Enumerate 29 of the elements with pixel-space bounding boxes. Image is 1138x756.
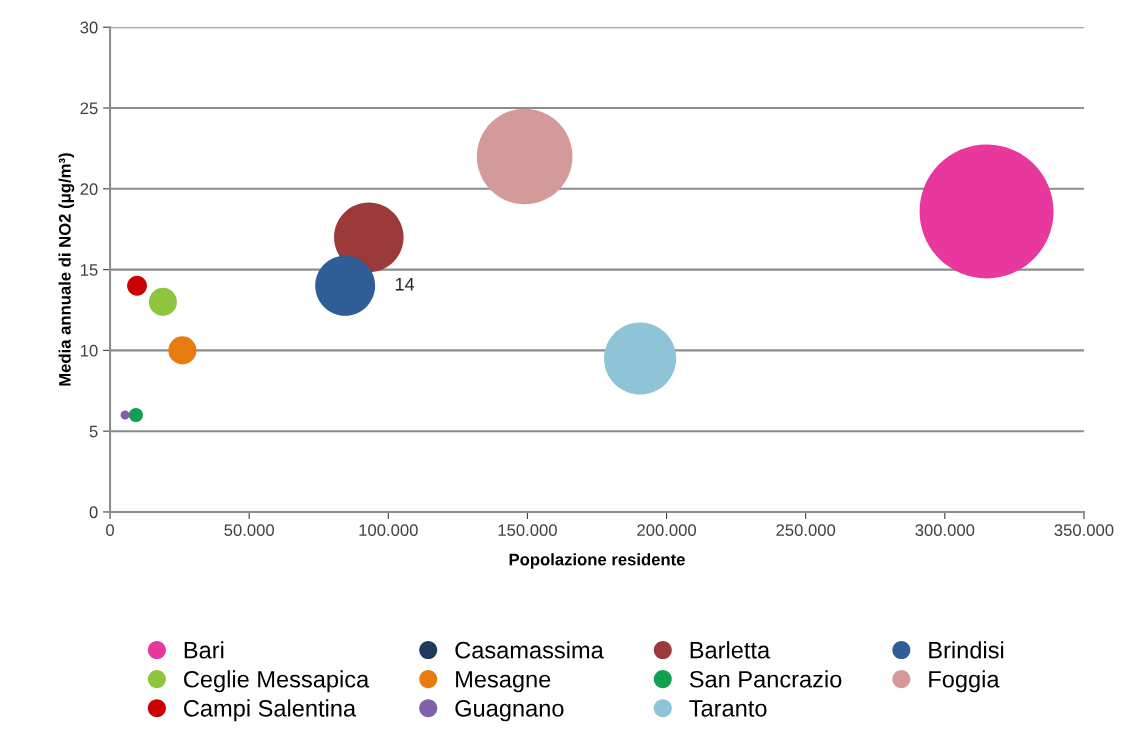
legend-label: Taranto xyxy=(689,700,767,717)
y-axis-title: Media annuale di NO2 (μg/m³) xyxy=(58,153,75,386)
legend-label: San Pancrazio xyxy=(689,670,842,688)
legend-label: Campi Salentina xyxy=(184,699,357,722)
x-tick-label: 50.000 xyxy=(224,524,275,537)
legend-label: Bari xyxy=(184,641,224,659)
y-tick-label: 0 xyxy=(89,506,98,519)
y-tick-label: 30 xyxy=(80,21,98,34)
y-tick-label: 25 xyxy=(80,102,98,115)
x-tick-label: 250.000 xyxy=(776,524,836,537)
x-axis-title: Popolazione residente xyxy=(509,553,685,569)
data-label: 14 xyxy=(395,278,415,291)
legend-label: Barletta xyxy=(690,641,771,659)
y-tick-label: 5 xyxy=(89,425,98,438)
y-tick-label: 15 xyxy=(80,264,98,276)
legend-label: Ceglie Messapica xyxy=(184,670,370,693)
legend-label: Casamassima xyxy=(455,641,604,659)
legend-label: Foggia xyxy=(929,670,1000,693)
x-tick-label: 200.000 xyxy=(637,524,697,537)
legend-label: Mesagne xyxy=(456,671,551,693)
y-tick-label: 20 xyxy=(80,183,98,195)
x-tick-label: 350.000 xyxy=(1054,524,1114,537)
x-tick-label: 300.000 xyxy=(915,524,975,537)
x-tick-label: 100.000 xyxy=(359,524,418,537)
x-tick-label: 150.000 xyxy=(498,524,557,537)
legend-label: Brindisi xyxy=(929,641,1004,659)
x-tick-label: 0 xyxy=(106,524,115,537)
y-tick-label: 10 xyxy=(80,344,98,357)
legend-label: Guagnano xyxy=(455,699,564,722)
